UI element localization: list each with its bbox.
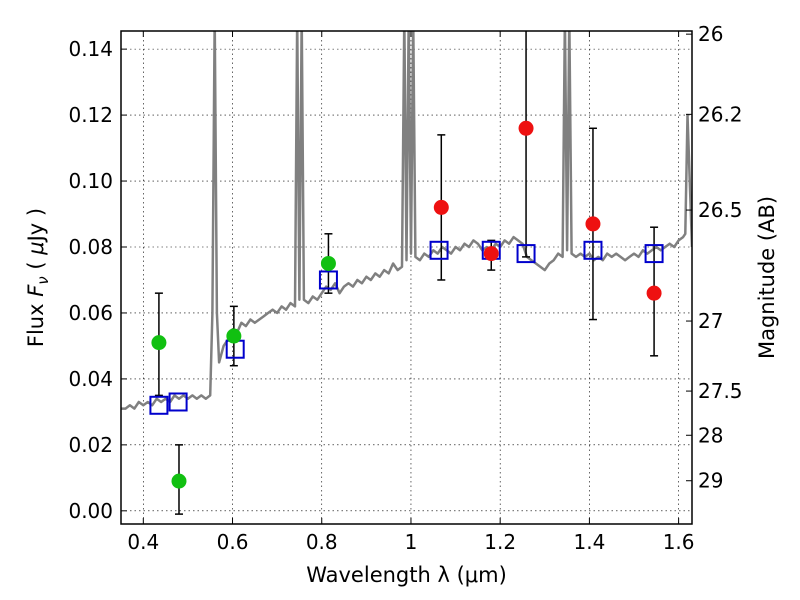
y-tick-label: 0.06 <box>68 301 113 325</box>
x-axis-title: Wavelength λ (μm) <box>306 563 507 587</box>
grid <box>121 31 692 524</box>
infrared-data-point <box>433 199 449 215</box>
model-photometry-square <box>516 244 536 264</box>
y-tick-label: 0.00 <box>68 499 113 523</box>
plot-area <box>121 31 692 515</box>
y-tick-label: 0.12 <box>68 103 113 127</box>
y-axis-title-unit-mu: μ <box>24 241 48 255</box>
y-axis-title-unit-open: ( <box>24 255 48 277</box>
x-tick-label: 1.4 <box>573 530 605 554</box>
tick-labels: 0.4 0.6 0.8 1 1.2 1.4 1.6 0.00 0.02 0.04 0.06 0.08 0… <box>68 22 742 554</box>
y-tick-label: 0.14 <box>68 37 113 61</box>
model-photometry-square <box>168 392 188 412</box>
model-photometry-square <box>318 270 338 290</box>
right-y-tick-label: 28 <box>698 423 723 447</box>
model-photometry-square <box>429 240 449 260</box>
x-tick-label: 0.4 <box>127 530 159 554</box>
model-photometry-square <box>644 244 664 264</box>
right-y-tick-label: 26.5 <box>698 198 743 222</box>
axes-frame <box>120 30 693 525</box>
x-tick-label: 1.6 <box>663 530 695 554</box>
y-axis-title-subscript: ν <box>34 276 52 284</box>
model-spectrum-line <box>121 31 692 410</box>
ticks <box>121 31 692 524</box>
optical-data-point <box>151 335 167 351</box>
y-axis-title-unit-rest: Jy ) <box>24 208 48 244</box>
y-tick-label: 0.08 <box>68 235 113 259</box>
x-tick-label: 0.6 <box>217 530 249 554</box>
y-tick-label: 0.04 <box>68 367 113 391</box>
y-axis-title: Flux Fν ( μJy ) <box>24 208 52 347</box>
y-axis-title-prefix: Flux <box>24 297 48 347</box>
y-tick-label: 0.10 <box>68 169 113 193</box>
y-axis-title-symbol: F <box>24 284 48 297</box>
optical-data-point <box>171 473 187 489</box>
infrared-data-point <box>646 285 662 301</box>
right-y-tick-label: 26.2 <box>698 102 743 126</box>
right-y-tick-label: 27 <box>698 309 723 333</box>
model-photometry-square <box>149 395 169 415</box>
right-y-axis-title: Magnitude (AB) <box>755 196 779 359</box>
infrared-data-point <box>518 120 534 136</box>
infrared-data-point <box>483 246 499 262</box>
model-photometry-square <box>583 240 603 260</box>
x-tick-label: 1 <box>405 530 418 554</box>
x-tick-label: 1.2 <box>484 530 516 554</box>
right-y-tick-label: 26 <box>698 22 723 46</box>
right-y-tick-label: 29 <box>698 469 723 493</box>
x-tick-label: 0.8 <box>306 530 338 554</box>
right-y-tick-label: 27.5 <box>698 379 743 403</box>
optical-data-point <box>226 328 242 344</box>
y-tick-label: 0.02 <box>68 433 113 457</box>
infrared-data-point <box>585 216 601 232</box>
optical-data-point <box>320 255 336 271</box>
